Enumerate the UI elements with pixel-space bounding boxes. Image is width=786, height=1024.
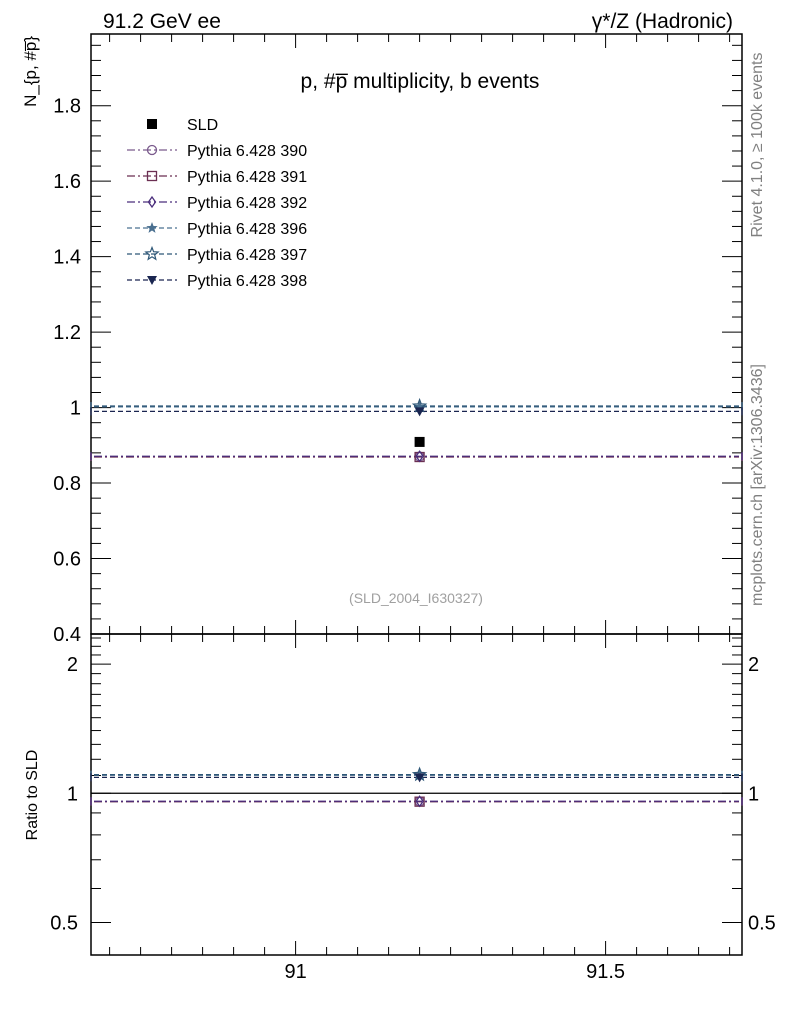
watermark-analysis-id: (SLD_2004_I630327)	[349, 590, 483, 606]
ratio-tick-label-left: 2	[67, 654, 78, 676]
sld-data-point	[414, 436, 425, 447]
legend-marker	[146, 170, 158, 182]
y-axis-label-main: N_{p, #p̅}	[21, 36, 40, 107]
legend-marker	[147, 276, 157, 285]
ratio-series-marker	[415, 795, 424, 808]
y-tick-label: 1	[70, 398, 81, 420]
legend-label: Pythia 6.428 392	[187, 195, 307, 212]
ratio-tick-label-left: 0.5	[50, 912, 78, 934]
y-axis-label-ratio: Ratio to SLD	[24, 750, 41, 841]
ratio-panel-frame	[90, 633, 743, 956]
y-tick-label: 0.6	[53, 549, 81, 571]
legend-label: SLD	[187, 117, 218, 134]
legend-marker	[146, 144, 158, 156]
main-series-marker	[414, 407, 425, 417]
legend-label: Pythia 6.428 397	[187, 247, 307, 264]
y-tick-label: 1.8	[53, 96, 81, 118]
legend-label: Pythia 6.428 396	[187, 221, 307, 238]
legend-label: Pythia 6.428 390	[187, 143, 307, 160]
x-tick-label: 91.5	[586, 961, 625, 983]
y-tick-label: 0.4	[53, 624, 81, 646]
ratio-tick-label-right: 0.5	[748, 912, 776, 934]
x-tick-label: 91	[284, 961, 306, 983]
header-right: γ*/Z (Hadronic)	[592, 10, 733, 33]
ratio-tick-label-right: 1	[748, 783, 759, 805]
y-tick-label: 0.8	[53, 473, 81, 495]
ratio-tick-label-left: 1	[67, 783, 78, 805]
y-tick-label: 1.6	[53, 171, 81, 193]
ratio-tick-label-right: 2	[748, 654, 759, 676]
legend-marker	[147, 195, 157, 209]
legend-marker	[144, 245, 160, 261]
ratio-series-marker	[414, 773, 425, 783]
main-series-marker	[413, 400, 426, 412]
rivet-label: Rivet 4.1.0, ≥ 100k events	[749, 53, 766, 238]
legend-marker	[146, 222, 158, 233]
mcplots-label: mcplots.cern.ch [arXiv:1306.3436]	[749, 364, 766, 606]
main-series-marker	[415, 450, 424, 463]
header-left: 91.2 GeV ee	[103, 10, 221, 33]
legend-label: Pythia 6.428 398	[187, 273, 307, 290]
legend-label: Pythia 6.428 391	[187, 169, 307, 186]
chart-title: p, #p̅ multiplicity, b events	[301, 70, 540, 93]
y-tick-label: 1.2	[53, 322, 81, 344]
legend-marker	[147, 119, 157, 129]
y-tick-label: 1.4	[53, 247, 81, 269]
